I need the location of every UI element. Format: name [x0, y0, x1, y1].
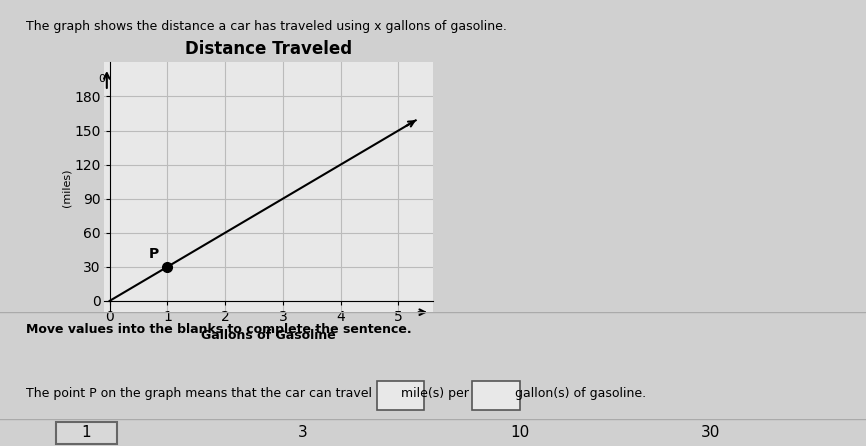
Text: 0: 0 — [98, 74, 105, 84]
Text: mile(s) per: mile(s) per — [401, 387, 469, 401]
Text: The graph shows the distance a car has traveled using x gallons of gasoline.: The graph shows the distance a car has t… — [26, 20, 507, 33]
Text: The point P on the graph means that the car can travel: The point P on the graph means that the … — [26, 387, 372, 401]
FancyBboxPatch shape — [377, 381, 424, 410]
Text: P: P — [148, 247, 158, 261]
FancyBboxPatch shape — [472, 381, 520, 410]
Text: gallon(s) of gasoline.: gallon(s) of gasoline. — [515, 387, 646, 401]
FancyBboxPatch shape — [56, 421, 117, 444]
Title: Distance Traveled: Distance Traveled — [185, 40, 352, 58]
Text: 3: 3 — [298, 425, 308, 440]
Text: 1: 1 — [81, 425, 92, 440]
Text: 10: 10 — [510, 425, 529, 440]
Y-axis label: (miles): (miles) — [61, 168, 71, 206]
X-axis label: Gallons of Gasoline: Gallons of Gasoline — [201, 330, 336, 343]
Text: Move values into the blanks to complete the sentence.: Move values into the blanks to complete … — [26, 323, 411, 336]
Text: 30: 30 — [701, 425, 720, 440]
